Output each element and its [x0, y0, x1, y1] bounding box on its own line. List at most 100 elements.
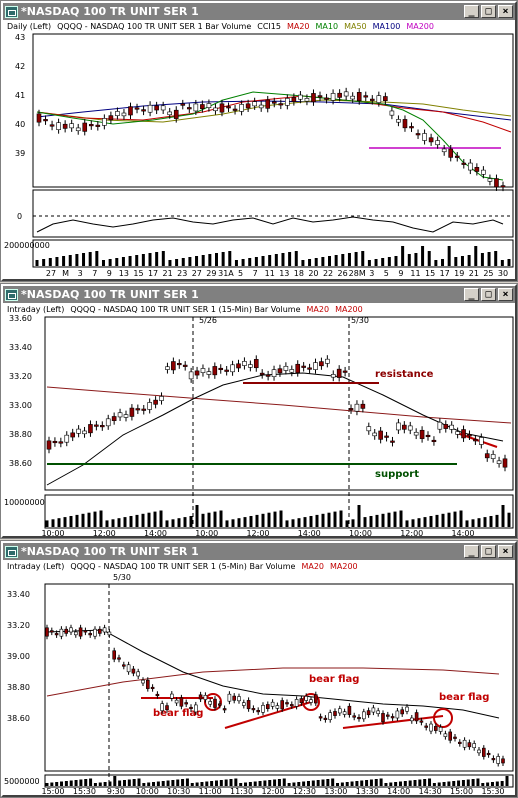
volume-bar	[239, 783, 243, 786]
volume-bar	[248, 258, 252, 266]
volume-bar	[369, 779, 373, 786]
candle	[76, 428, 81, 434]
y-axis-tick: 40	[15, 120, 25, 129]
candle	[363, 95, 369, 98]
volume-bar	[495, 781, 499, 786]
maximize-button[interactable]: □	[481, 288, 496, 301]
candle	[108, 115, 114, 121]
x-axis-tick: 15	[425, 269, 435, 278]
volume-bar	[345, 782, 349, 786]
candle	[477, 749, 481, 754]
volume-bar	[111, 519, 115, 527]
minimize-button[interactable]: _	[464, 5, 479, 18]
candle	[438, 726, 443, 732]
legend-item: Intraday (Left)	[7, 304, 65, 314]
candle	[309, 699, 313, 703]
volume-bar	[447, 246, 451, 266]
legend-item: MA200	[406, 21, 434, 31]
volume-bar	[234, 260, 238, 266]
volume-bar	[213, 511, 217, 527]
candle	[467, 742, 472, 748]
x-axis-tick: 11:30	[230, 787, 253, 795]
volume-bar	[219, 510, 223, 527]
candle	[385, 714, 390, 717]
volume-bar	[447, 512, 451, 527]
y-axis-tick: 33.20	[7, 621, 30, 630]
title-bar[interactable]: *NASDAQ 100 TR UNIT SER 1 _ □ ×	[3, 3, 515, 20]
candle	[265, 374, 271, 377]
close-button[interactable]: ×	[498, 5, 513, 18]
legend-item: MA200	[335, 304, 363, 314]
candle	[431, 439, 437, 443]
candle	[323, 717, 328, 720]
candle	[304, 98, 310, 102]
volume-bar	[360, 780, 364, 786]
volume-bar	[408, 780, 412, 786]
volume-bar	[101, 260, 105, 266]
candle	[160, 703, 164, 711]
intraday-15min-chart[interactable]: 5/26 5/30 33.60 33.40 33.20 33.00 38.80 38.60…	[3, 315, 515, 536]
minimize-button[interactable]: _	[464, 545, 479, 558]
volume-bar	[407, 254, 411, 266]
volume-bar	[63, 517, 67, 527]
intraday-15min-window[interactable]: *NASDAQ 100 TR UNIT SER 1 _ □ × Intraday (…	[0, 283, 518, 539]
volume-bar	[108, 259, 112, 266]
candle	[112, 650, 116, 660]
volume-bar	[303, 517, 307, 527]
volume-bar	[113, 776, 117, 786]
title-bar[interactable]: *NASDAQ 100 TR UNIT SER 1 _ □ ×	[3, 286, 515, 303]
candle	[246, 700, 251, 710]
candle	[115, 111, 120, 116]
volume-bar	[132, 779, 136, 786]
candle	[219, 103, 225, 113]
x-axis-tick: 14:00	[144, 529, 167, 536]
x-axis-tick: 17	[440, 269, 450, 278]
candle	[372, 432, 378, 437]
candle	[337, 708, 342, 714]
x-axis-tick: 29	[206, 269, 216, 278]
candle	[184, 702, 188, 705]
volume-bar	[393, 511, 397, 527]
volume-bar	[495, 514, 499, 527]
maximize-button[interactable]: □	[481, 545, 496, 558]
intraday-5min-window[interactable]: *NASDAQ 100 TR UNIT SER 1 _ □ × Intraday (…	[0, 540, 518, 798]
candle	[396, 422, 401, 431]
volume-bar	[64, 781, 68, 786]
candle	[295, 363, 301, 373]
candle	[107, 631, 112, 636]
volume-bar	[155, 252, 159, 266]
candle	[415, 133, 421, 136]
volume-bar	[316, 780, 320, 786]
x-axis-tick: 15:00	[41, 787, 64, 795]
candle	[99, 425, 105, 428]
title-bar[interactable]: *NASDAQ 100 TR UNIT SER 1 _ □ ×	[3, 543, 515, 560]
candle	[248, 364, 253, 368]
volume-bar	[279, 510, 283, 527]
candle	[193, 103, 199, 112]
legend-item: QQQQ - NASDAQ 100 TR UNIT SER 1 Bar Volu…	[57, 21, 252, 31]
candle	[371, 707, 376, 713]
intraday-5min-chart[interactable]: 5/30 33.40 33.20 39.00 38.80 38.60 bear flag…	[3, 572, 515, 795]
candle	[88, 633, 92, 636]
volume-bar	[147, 782, 151, 786]
volume-bar	[84, 779, 88, 786]
candle	[242, 361, 247, 366]
candle	[159, 396, 164, 401]
volume-bar	[268, 780, 272, 786]
volume-bar	[297, 518, 301, 527]
close-button[interactable]: ×	[498, 288, 513, 301]
close-button[interactable]: ×	[498, 545, 513, 558]
maximize-button[interactable]: □	[481, 5, 496, 18]
candle	[265, 704, 270, 709]
candle	[258, 104, 264, 109]
volume-bar	[181, 779, 185, 786]
legend-item: MA200	[330, 561, 358, 571]
daily-chart-window[interactable]: *NASDAQ 100 TR UNIT SER 1 _ □ × Daily (Lef…	[0, 0, 518, 282]
volume-bar	[258, 781, 262, 786]
candle	[390, 716, 395, 719]
minimize-button[interactable]: _	[464, 288, 479, 301]
volume-bar	[480, 253, 484, 266]
candle	[252, 101, 257, 107]
volume-bar	[336, 783, 340, 786]
